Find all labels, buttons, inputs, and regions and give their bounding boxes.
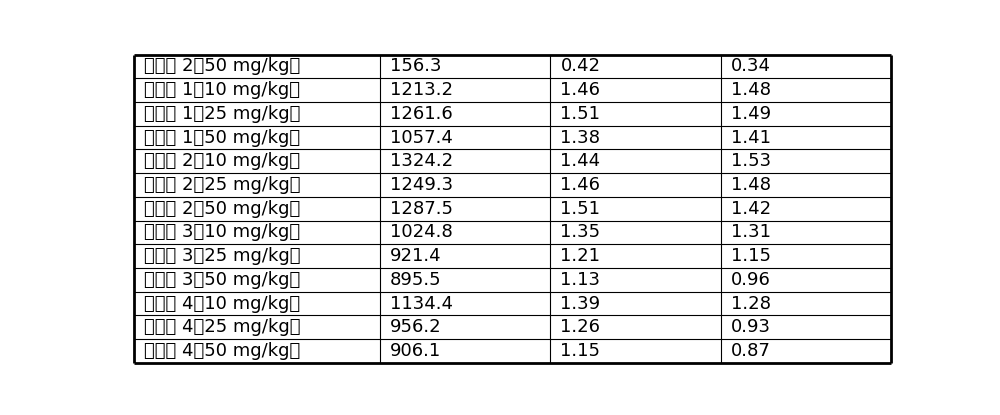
Text: 1.51: 1.51 bbox=[560, 200, 600, 218]
Text: 1.49: 1.49 bbox=[731, 105, 771, 123]
Text: 1.39: 1.39 bbox=[560, 295, 601, 312]
Text: 0.34: 0.34 bbox=[731, 57, 771, 76]
Text: 1.26: 1.26 bbox=[560, 318, 600, 336]
Text: 对比组 2（10 mg/kg）: 对比组 2（10 mg/kg） bbox=[144, 152, 300, 170]
Text: 1.31: 1.31 bbox=[731, 223, 771, 242]
Text: 1.48: 1.48 bbox=[731, 176, 771, 194]
Text: 1.13: 1.13 bbox=[560, 271, 600, 289]
Text: 0.42: 0.42 bbox=[560, 57, 600, 76]
Text: 对比组 1（25 mg/kg）: 对比组 1（25 mg/kg） bbox=[144, 105, 301, 123]
Text: 1.51: 1.51 bbox=[560, 105, 600, 123]
Text: 1.28: 1.28 bbox=[731, 295, 771, 312]
Text: 实施例 2（50 mg/kg）: 实施例 2（50 mg/kg） bbox=[144, 57, 301, 76]
Text: 1249.3: 1249.3 bbox=[390, 176, 453, 194]
Text: 0.93: 0.93 bbox=[731, 318, 771, 336]
Text: 921.4: 921.4 bbox=[390, 247, 442, 265]
Text: 1.42: 1.42 bbox=[731, 200, 771, 218]
Text: 1057.4: 1057.4 bbox=[390, 129, 453, 146]
Text: 1.21: 1.21 bbox=[560, 247, 600, 265]
Text: 对比组 4（25 mg/kg）: 对比组 4（25 mg/kg） bbox=[144, 318, 301, 336]
Text: 1.46: 1.46 bbox=[560, 81, 600, 99]
Text: 1.44: 1.44 bbox=[560, 152, 601, 170]
Text: 1.48: 1.48 bbox=[731, 81, 771, 99]
Text: 1213.2: 1213.2 bbox=[390, 81, 453, 99]
Text: 对比组 4（10 mg/kg）: 对比组 4（10 mg/kg） bbox=[144, 295, 300, 312]
Text: 1024.8: 1024.8 bbox=[390, 223, 453, 242]
Text: 956.2: 956.2 bbox=[390, 318, 442, 336]
Text: 对比组 2（50 mg/kg）: 对比组 2（50 mg/kg） bbox=[144, 200, 301, 218]
Text: 1.15: 1.15 bbox=[560, 342, 600, 360]
Text: 对比组 3（25 mg/kg）: 对比组 3（25 mg/kg） bbox=[144, 247, 301, 265]
Text: 1.38: 1.38 bbox=[560, 129, 600, 146]
Text: 1.35: 1.35 bbox=[560, 223, 601, 242]
Text: 对比组 2（25 mg/kg）: 对比组 2（25 mg/kg） bbox=[144, 176, 301, 194]
Text: 1324.2: 1324.2 bbox=[390, 152, 453, 170]
Text: 1134.4: 1134.4 bbox=[390, 295, 453, 312]
Text: 0.96: 0.96 bbox=[731, 271, 770, 289]
Text: 对比组 3（10 mg/kg）: 对比组 3（10 mg/kg） bbox=[144, 223, 300, 242]
Text: 对比组 3（50 mg/kg）: 对比组 3（50 mg/kg） bbox=[144, 271, 301, 289]
Text: 1.46: 1.46 bbox=[560, 176, 600, 194]
Text: 1261.6: 1261.6 bbox=[390, 105, 453, 123]
Text: 1287.5: 1287.5 bbox=[390, 200, 453, 218]
Text: 156.3: 156.3 bbox=[390, 57, 442, 76]
Text: 1.41: 1.41 bbox=[731, 129, 771, 146]
Text: 对比组 1（10 mg/kg）: 对比组 1（10 mg/kg） bbox=[144, 81, 300, 99]
Text: 对比组 1（50 mg/kg）: 对比组 1（50 mg/kg） bbox=[144, 129, 300, 146]
Text: 906.1: 906.1 bbox=[390, 342, 441, 360]
Text: 对比组 4（50 mg/kg）: 对比组 4（50 mg/kg） bbox=[144, 342, 301, 360]
Text: 1.53: 1.53 bbox=[731, 152, 771, 170]
Text: 895.5: 895.5 bbox=[390, 271, 442, 289]
Text: 1.15: 1.15 bbox=[731, 247, 771, 265]
Text: 0.87: 0.87 bbox=[731, 342, 770, 360]
